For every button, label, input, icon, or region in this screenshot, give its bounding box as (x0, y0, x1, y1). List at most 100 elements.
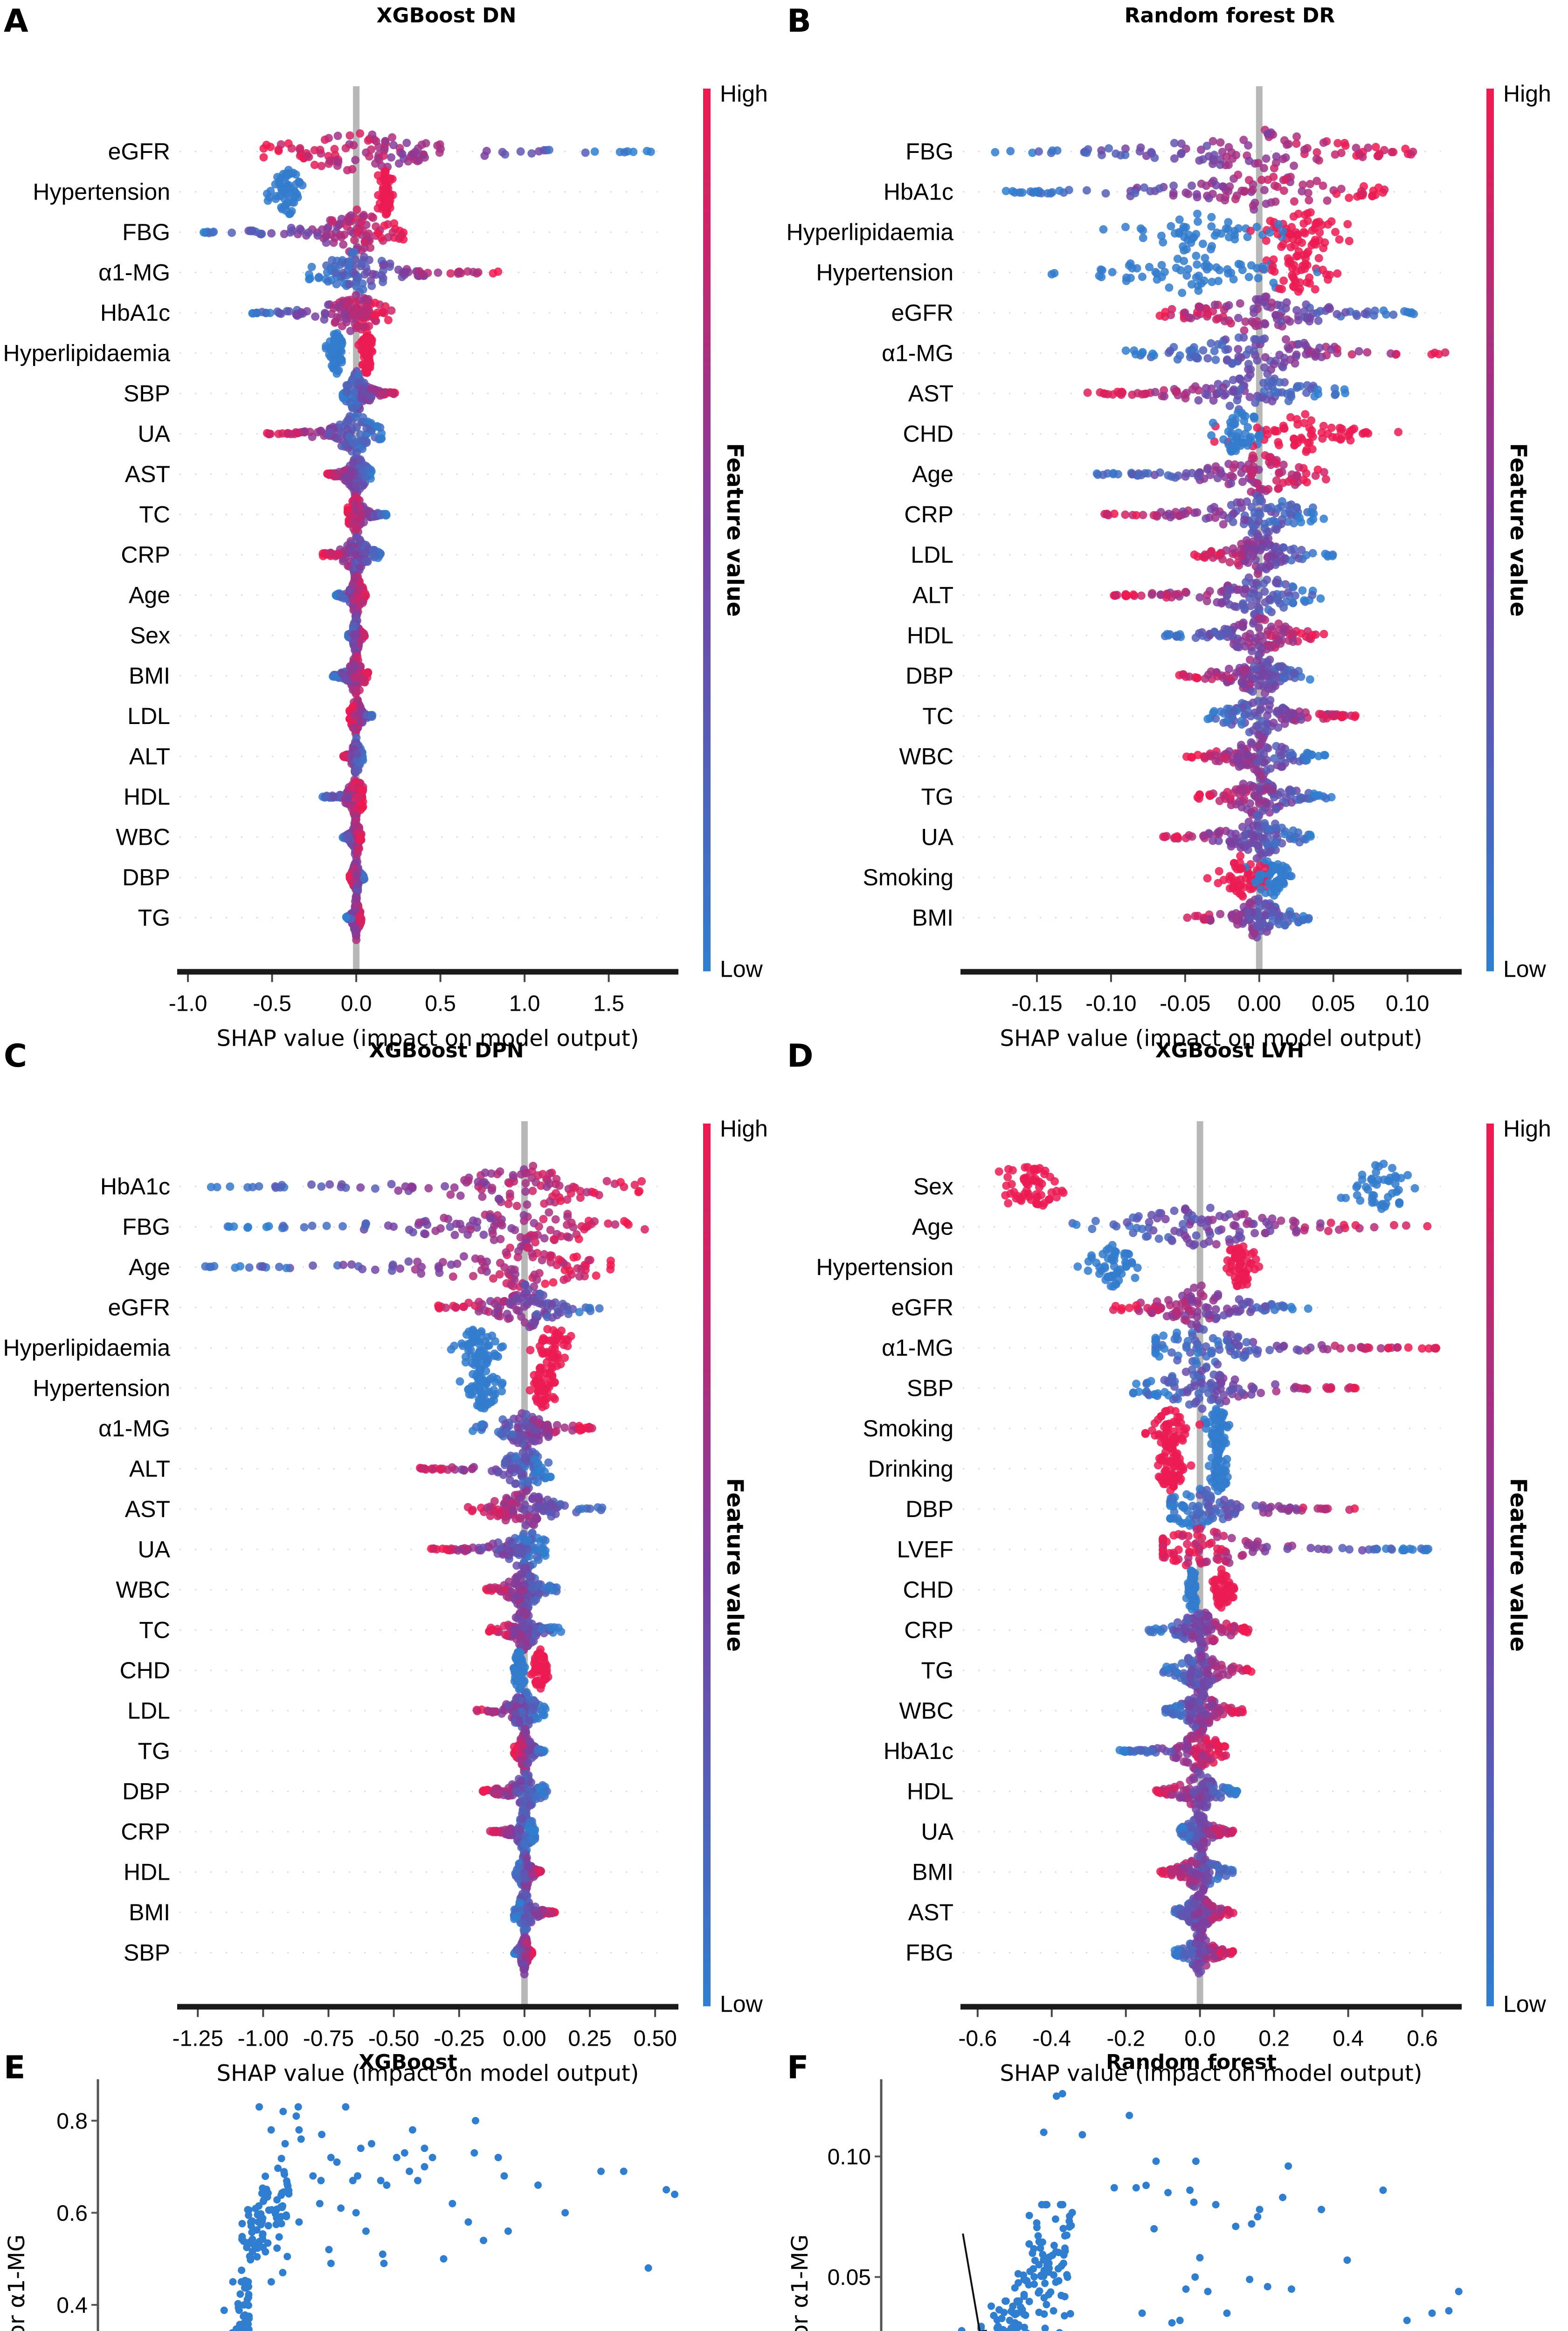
shap-point (616, 1178, 625, 1186)
shap-point (490, 1221, 499, 1230)
shap-point (581, 1266, 590, 1274)
x-tick-label: 0.05 (1312, 992, 1355, 1016)
beeswarm-row-egfr (1155, 292, 1418, 335)
shap-point (577, 1222, 586, 1231)
shap-point (1121, 346, 1130, 355)
shap-point (1035, 147, 1043, 156)
shap-point (1368, 192, 1377, 200)
shap-point (1193, 209, 1202, 218)
shap-point (1261, 353, 1270, 362)
shap-point (1345, 237, 1354, 245)
x-tick-label: -1.0 (169, 992, 207, 1016)
shap-point (352, 749, 361, 758)
shap-point (1174, 590, 1182, 599)
shap-point (1096, 265, 1105, 274)
shap-point (1215, 387, 1224, 396)
shap-point (1308, 549, 1317, 558)
shap-point (1218, 555, 1227, 564)
x-tick-label: -0.05 (1160, 992, 1210, 1016)
feature-label: HbA1c (100, 300, 170, 326)
beeswarm-row-fbg (200, 205, 408, 256)
shap-point (1173, 355, 1182, 364)
shap-point (322, 238, 331, 247)
shap-point (1018, 188, 1027, 197)
shap-point (1219, 510, 1227, 519)
beeswarm-row-hdl (1160, 614, 1328, 659)
shap-point (347, 467, 356, 476)
shap-point (319, 552, 327, 560)
shap-point (1239, 333, 1248, 342)
shap-point (1269, 863, 1278, 872)
shap-point (1121, 510, 1130, 519)
shap-point (1264, 382, 1272, 391)
shap-point (1244, 908, 1253, 917)
shap-point (280, 194, 289, 203)
shap-point (332, 280, 341, 289)
shap-point (620, 148, 629, 157)
shap-point (1246, 679, 1255, 688)
shap-point (1229, 632, 1237, 641)
shap-point (1244, 157, 1253, 166)
shap-point (1273, 427, 1282, 435)
shap-point (424, 1184, 433, 1193)
shap-point (1215, 867, 1223, 876)
feature-label: WBC (899, 744, 953, 770)
shap-point (1298, 187, 1306, 196)
shap-point (1299, 596, 1308, 605)
shap-point (584, 1256, 593, 1265)
shap-point (1250, 347, 1258, 356)
shap-point (1243, 751, 1251, 760)
shap-point (354, 370, 363, 379)
shap-summary-panel-c: C XGBoost DPNHbA1cFBGAgeeGFRHyperlipidaem… (3, 1038, 768, 2087)
shap-point (1302, 469, 1311, 478)
beeswarm-row-fbg (223, 1200, 649, 1252)
shap-point (1233, 920, 1242, 929)
shap-point (1253, 921, 1262, 930)
shap-point (1214, 828, 1223, 837)
shap-point (1271, 310, 1280, 319)
shap-point (1267, 622, 1276, 631)
shap-point (1243, 805, 1251, 814)
shap-point (563, 1213, 572, 1221)
shap-point (1261, 910, 1270, 919)
shap-point (1343, 220, 1352, 228)
shap-point (351, 413, 359, 421)
shap-point (590, 1217, 599, 1226)
feature-label: Hyperlipidaemia (787, 219, 954, 245)
shap-point (333, 366, 342, 375)
shap-point (357, 562, 366, 571)
shap-point (207, 1183, 215, 1192)
shap-point (1289, 212, 1298, 221)
shap-point (1250, 199, 1259, 207)
beeswarm-row-alt (1110, 573, 1325, 619)
shap-point (1234, 352, 1243, 361)
shap-point (245, 1263, 254, 1272)
shap-point (1238, 477, 1247, 486)
shap-point (350, 573, 359, 582)
shap-point (1112, 149, 1120, 158)
beeswarm-row-alt (339, 733, 367, 777)
shap-point (1363, 348, 1372, 357)
feature-label: BMI (912, 905, 953, 931)
shap-point (343, 541, 352, 550)
shap-point (634, 1188, 643, 1196)
shap-point (305, 270, 313, 279)
shap-point (1345, 193, 1354, 202)
feature-label: UA (138, 421, 171, 447)
shap-point (310, 160, 319, 169)
shap-point (361, 311, 370, 320)
shap-point (228, 228, 236, 237)
beeswarm-row-bmi (329, 652, 373, 698)
shap-point (1239, 666, 1248, 675)
beeswarm-row-bmi (1183, 894, 1313, 942)
shap-point (1219, 876, 1228, 884)
shap-point (1287, 749, 1296, 757)
shap-point (325, 157, 334, 166)
shap-point (494, 1194, 503, 1203)
shap-point (1247, 261, 1256, 270)
shap-point (343, 831, 352, 840)
shap-point (434, 1262, 443, 1271)
shap-point (545, 145, 553, 154)
shap-point (512, 1201, 521, 1210)
shap-point (1150, 351, 1159, 360)
